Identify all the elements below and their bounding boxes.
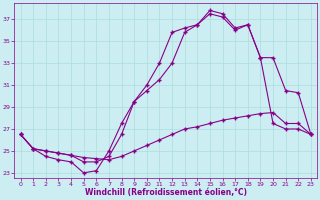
X-axis label: Windchill (Refroidissement éolien,°C): Windchill (Refroidissement éolien,°C) bbox=[85, 188, 247, 197]
